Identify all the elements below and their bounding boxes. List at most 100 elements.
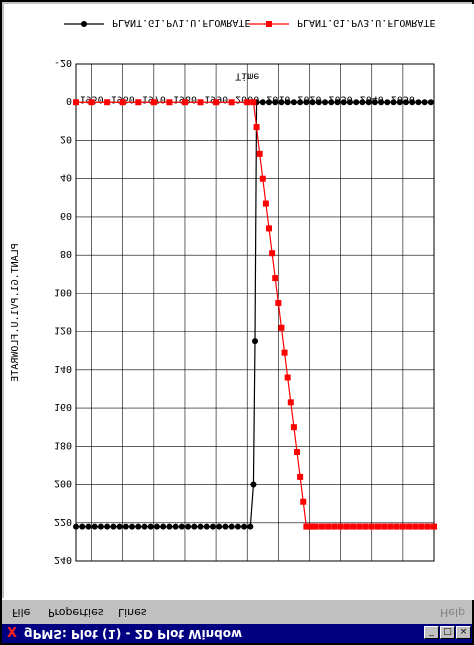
data-point bbox=[297, 99, 304, 106]
x-tick-label: 2000 bbox=[235, 93, 259, 104]
data-point bbox=[252, 338, 258, 345]
series-line bbox=[76, 101, 431, 528]
x-tick-label: 1980 bbox=[173, 93, 197, 104]
data-point bbox=[91, 523, 98, 530]
data-point bbox=[244, 99, 251, 106]
data-point bbox=[337, 523, 344, 530]
y-tick-label: 200 bbox=[54, 478, 72, 489]
data-point bbox=[241, 523, 248, 530]
data-point bbox=[424, 523, 431, 530]
data-point bbox=[427, 99, 434, 106]
data-point bbox=[228, 99, 235, 106]
data-point bbox=[396, 99, 403, 106]
data-point bbox=[275, 299, 282, 306]
data-point bbox=[378, 99, 385, 106]
data-point bbox=[272, 99, 279, 106]
legend-marker bbox=[266, 21, 272, 27]
title-bar[interactable]: X gPMS: Plot (1) - 2D Plot Window _ □ × bbox=[2, 624, 472, 643]
data-point bbox=[266, 225, 273, 232]
data-point bbox=[247, 523, 254, 530]
minimize-button[interactable]: _ bbox=[424, 626, 439, 639]
data-point bbox=[418, 523, 425, 530]
window-title: gPMS: Plot (1) - 2D Plot Window bbox=[24, 627, 243, 641]
menu-properties[interactable]: Properties bbox=[48, 606, 104, 619]
data-point bbox=[116, 523, 123, 530]
data-point bbox=[309, 523, 316, 530]
y-tick-label: 160 bbox=[54, 401, 72, 412]
data-point bbox=[209, 523, 216, 530]
menu-file[interactable]: File bbox=[12, 606, 31, 619]
y-tick-label: 120 bbox=[54, 325, 72, 336]
menu-bar: File Properties Lines Help bbox=[2, 598, 472, 624]
series-line bbox=[76, 101, 434, 528]
data-point bbox=[150, 99, 157, 106]
y-tick-label: 80 bbox=[60, 248, 72, 259]
data-point bbox=[178, 523, 185, 530]
chart: 1950 1960 1970 1980 1990 2000 2010 2020 2030 2040… bbox=[10, 17, 437, 565]
data-point bbox=[362, 523, 369, 530]
data-point bbox=[129, 523, 136, 530]
data-point bbox=[350, 523, 357, 530]
data-point bbox=[141, 523, 148, 530]
data-point bbox=[185, 523, 192, 530]
x-tick-label: 1960 bbox=[111, 93, 135, 104]
y-tick-label: 140 bbox=[54, 363, 72, 374]
data-point bbox=[166, 99, 173, 106]
data-point bbox=[278, 324, 285, 331]
data-point bbox=[266, 99, 273, 106]
data-point bbox=[278, 99, 285, 106]
data-point bbox=[325, 523, 332, 530]
data-point bbox=[356, 523, 363, 530]
data-point bbox=[412, 523, 419, 530]
data-point bbox=[191, 523, 198, 530]
data-point bbox=[119, 99, 126, 106]
data-point bbox=[97, 523, 104, 530]
legend-label: PLANT.G1.PV3.U.FLOWRATE bbox=[297, 17, 435, 28]
x-tick-label: 1950 bbox=[80, 93, 104, 104]
data-point bbox=[259, 175, 266, 182]
close-button[interactable]: × bbox=[456, 626, 471, 639]
data-point bbox=[104, 523, 111, 530]
data-point bbox=[303, 523, 310, 530]
data-point bbox=[374, 523, 381, 530]
y-axis-label: PLANT.G1.PV1.U.FLOWRATE bbox=[10, 243, 21, 381]
data-point bbox=[197, 523, 204, 530]
data-point bbox=[122, 523, 129, 530]
data-point bbox=[318, 523, 325, 530]
data-point bbox=[406, 523, 413, 530]
data-point bbox=[197, 99, 204, 106]
y-tick-label: 220 bbox=[54, 516, 72, 527]
data-point bbox=[328, 99, 335, 106]
data-point bbox=[303, 99, 310, 106]
data-point bbox=[306, 523, 313, 530]
menu-help[interactable]: Help bbox=[440, 606, 466, 619]
data-point bbox=[213, 99, 220, 106]
data-point bbox=[431, 523, 437, 530]
data-point bbox=[85, 523, 92, 530]
data-point bbox=[272, 275, 279, 282]
data-point bbox=[312, 523, 319, 530]
data-point bbox=[181, 99, 188, 106]
data-point bbox=[166, 523, 173, 530]
app-close-icon[interactable]: X bbox=[7, 626, 18, 641]
maximize-button[interactable]: □ bbox=[440, 626, 455, 639]
data-point bbox=[110, 523, 117, 530]
data-point bbox=[250, 99, 257, 106]
data-point bbox=[284, 99, 291, 106]
data-point bbox=[216, 523, 223, 530]
x-tick-label: 2010 bbox=[266, 93, 290, 104]
y-tick-label: -20 bbox=[54, 57, 72, 68]
data-point bbox=[365, 99, 372, 106]
data-point bbox=[346, 99, 353, 106]
data-point bbox=[256, 150, 263, 157]
data-point bbox=[259, 99, 266, 106]
menu-lines[interactable]: Lines bbox=[118, 606, 147, 619]
data-point bbox=[73, 523, 79, 530]
y-tick-label: 40 bbox=[60, 172, 72, 183]
data-point bbox=[290, 424, 297, 431]
data-point bbox=[281, 349, 288, 356]
y-tick-label: 60 bbox=[60, 210, 72, 221]
data-point bbox=[135, 523, 142, 530]
x-tick-label: 2030 bbox=[329, 93, 353, 104]
data-point bbox=[253, 124, 260, 131]
